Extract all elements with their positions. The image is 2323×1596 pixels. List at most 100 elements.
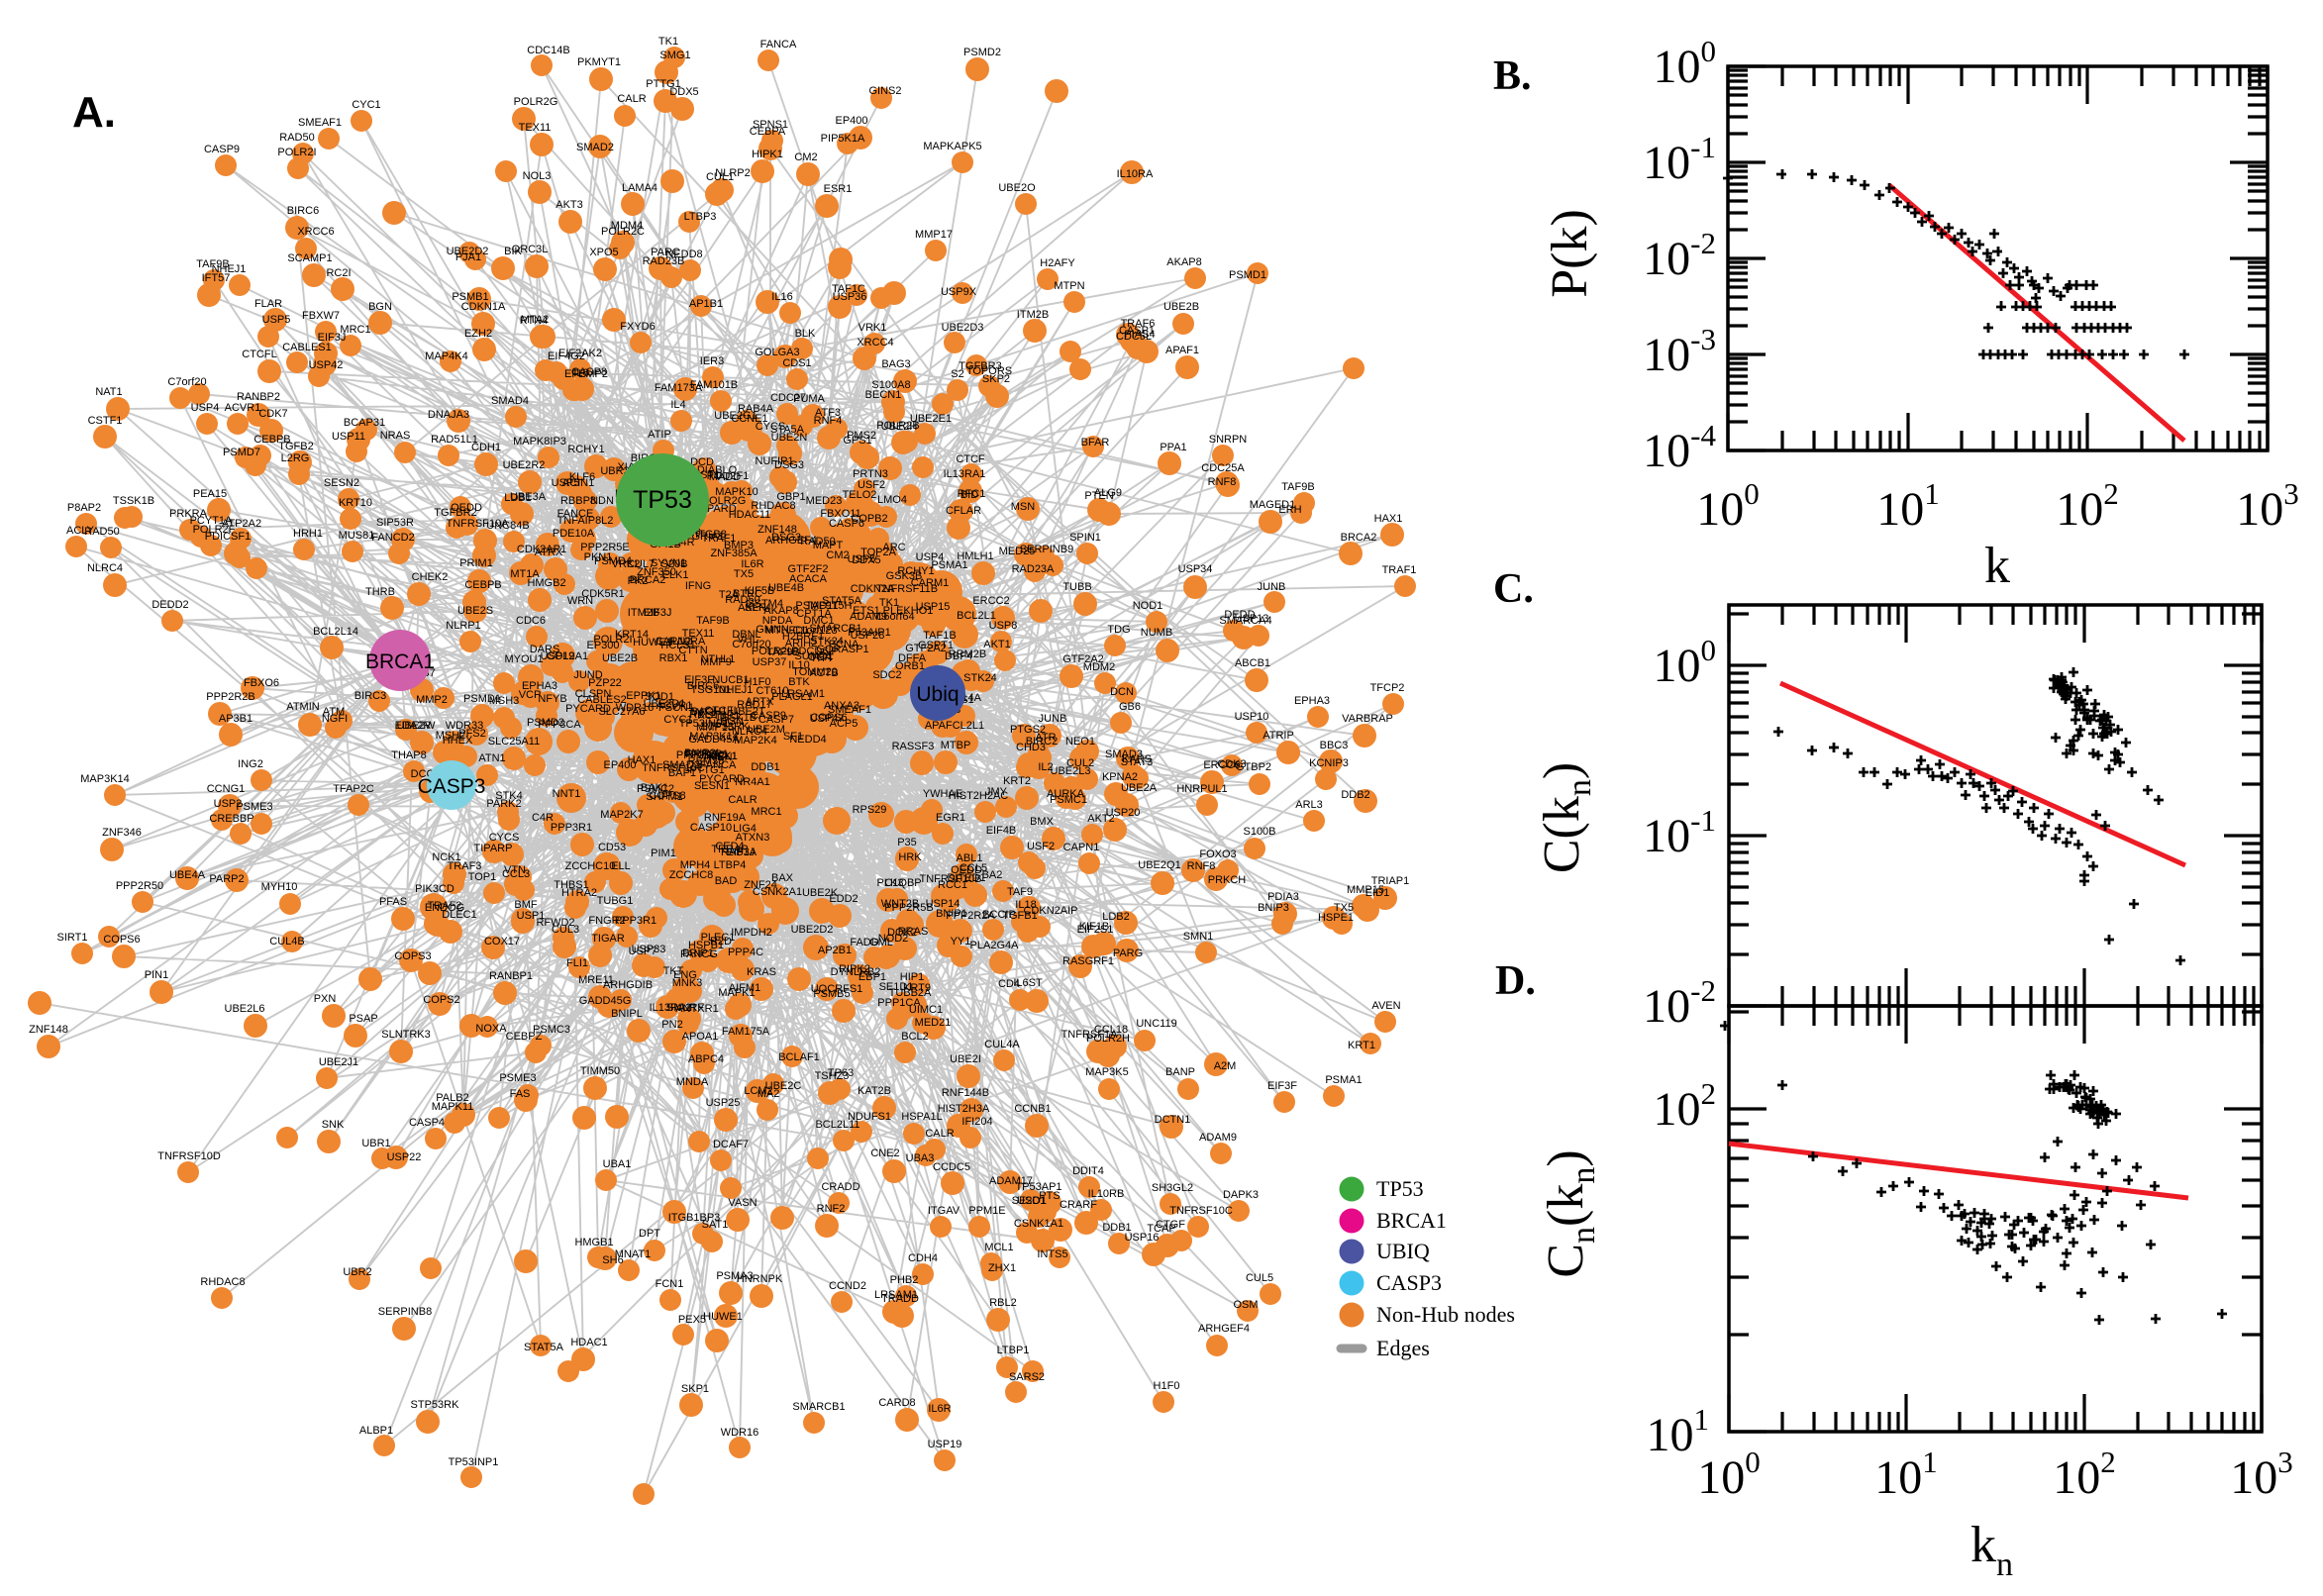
svg-text:SARS2: SARS2 xyxy=(1009,1371,1045,1383)
svg-text:HRH1: HRH1 xyxy=(293,528,323,540)
svg-text:MMP15: MMP15 xyxy=(696,722,734,734)
svg-text:IL13RA1: IL13RA1 xyxy=(944,468,986,480)
svg-text:SERPINB9: SERPINB9 xyxy=(1020,544,1073,555)
svg-text:USP9X: USP9X xyxy=(941,286,977,298)
svg-text:EP400: EP400 xyxy=(835,115,867,127)
svg-text:USP19: USP19 xyxy=(541,650,575,662)
svg-text:COX17: COX17 xyxy=(484,936,520,948)
svg-text:BANP: BANP xyxy=(1165,1066,1195,1078)
svg-text:EP400: EP400 xyxy=(603,759,636,771)
svg-text:SYVN1: SYVN1 xyxy=(651,557,686,569)
svg-text:SKP1: SKP1 xyxy=(681,1383,709,1395)
svg-text:PKN1: PKN1 xyxy=(584,551,613,563)
svg-text:UBE2D2: UBE2D2 xyxy=(791,924,834,936)
svg-text:CASP4: CASP4 xyxy=(409,1117,445,1129)
svg-text:PRIM1: PRIM1 xyxy=(459,557,493,569)
svg-text:CASP3: CASP3 xyxy=(418,775,486,798)
svg-text:UBR2: UBR2 xyxy=(343,1266,371,1278)
svg-text:NHEJ1: NHEJ1 xyxy=(719,684,754,696)
svg-text:YWHAE: YWHAE xyxy=(923,788,962,800)
svg-text:DNAJA3: DNAJA3 xyxy=(428,409,469,421)
svg-text:TCAP: TCAP xyxy=(1147,1223,1175,1235)
svg-text:NHEJ1: NHEJ1 xyxy=(212,263,247,275)
svg-text:USP19: USP19 xyxy=(928,1439,962,1450)
svg-text:PUMA: PUMA xyxy=(793,393,825,405)
svg-text:AP3B1: AP3B1 xyxy=(219,713,252,725)
svg-text:BRIP1: BRIP1 xyxy=(682,948,714,959)
svg-text:SHFM1: SHFM1 xyxy=(646,791,682,803)
svg-text:C.: C. xyxy=(1493,566,1534,612)
svg-text:IL10RA: IL10RA xyxy=(669,636,706,648)
svg-text:TNFRSF1A: TNFRSF1A xyxy=(1061,1029,1119,1041)
svg-text:HSPE1: HSPE1 xyxy=(1318,912,1354,924)
svg-text:S100B: S100B xyxy=(1243,826,1275,838)
svg-text:POU2F1: POU2F1 xyxy=(707,470,750,482)
svg-text:PPP1CA: PPP1CA xyxy=(877,997,921,1009)
svg-text:LMO4: LMO4 xyxy=(877,494,907,506)
svg-text:CSTF1: CSTF1 xyxy=(88,415,123,427)
svg-text:PSAP: PSAP xyxy=(349,1013,377,1025)
svg-text:RNF8: RNF8 xyxy=(1208,476,1237,488)
svg-text:DLEC1: DLEC1 xyxy=(442,909,476,921)
svg-text:CAPN2: CAPN2 xyxy=(656,636,692,648)
svg-text:HIPK1: HIPK1 xyxy=(752,149,783,160)
svg-text:UBE2Q1: UBE2Q1 xyxy=(1138,859,1180,871)
svg-text:GTF2A2: GTF2A2 xyxy=(905,643,947,654)
svg-text:NUCB1: NUCB1 xyxy=(712,674,749,686)
svg-text:TOP2A: TOP2A xyxy=(860,547,897,558)
svg-text:CNE2: CNE2 xyxy=(870,1147,899,1159)
svg-text:RFC1: RFC1 xyxy=(958,488,986,500)
svg-text:USP10: USP10 xyxy=(1235,711,1269,723)
svg-text:INTS5: INTS5 xyxy=(1037,1248,1067,1260)
svg-text:STA5A: STA5A xyxy=(770,424,805,436)
svg-text:EGR1: EGR1 xyxy=(936,812,965,824)
svg-text:FBXW7: FBXW7 xyxy=(302,310,340,322)
svg-text:BLK: BLK xyxy=(795,328,816,340)
svg-text:RAD23B: RAD23B xyxy=(643,255,685,267)
svg-text:BCL2L14: BCL2L14 xyxy=(313,626,358,638)
svg-text:AKAP8: AKAP8 xyxy=(1166,256,1201,268)
svg-text:USP5: USP5 xyxy=(552,477,580,489)
svg-text:MDM2: MDM2 xyxy=(1083,661,1115,673)
svg-text:P53AIP1: P53AIP1 xyxy=(848,627,890,639)
svg-text:ELK1: ELK1 xyxy=(662,569,689,581)
svg-text:CPT1A: CPT1A xyxy=(796,608,832,620)
svg-text:TAF9B: TAF9B xyxy=(766,647,799,658)
svg-text:PPP2R50: PPP2R50 xyxy=(116,880,163,892)
svg-text:ZNF148: ZNF148 xyxy=(29,1024,68,1036)
svg-text:HSPB1: HSPB1 xyxy=(688,940,724,951)
svg-text:KCNIP3: KCNIP3 xyxy=(1309,757,1349,769)
svg-text:EIF4G2: EIF4G2 xyxy=(548,350,585,362)
svg-text:USP7: USP7 xyxy=(629,946,657,957)
svg-text:EDD2: EDD2 xyxy=(829,893,858,905)
svg-text:TNFRSF10C: TNFRSF10C xyxy=(1169,1205,1233,1217)
svg-text:TP53INP1: TP53INP1 xyxy=(679,718,730,730)
svg-text:UBE2T: UBE2T xyxy=(730,706,765,718)
svg-text:AVEN: AVEN xyxy=(703,751,732,763)
svg-text:AKT1: AKT1 xyxy=(983,639,1011,650)
svg-text:CCND2: CCND2 xyxy=(829,1280,866,1292)
svg-text:TFAP2C: TFAP2C xyxy=(333,783,374,795)
svg-text:DDB1: DDB1 xyxy=(1102,1222,1131,1234)
svg-text:LDB2: LDB2 xyxy=(1102,911,1130,923)
svg-text:RAB1A: RAB1A xyxy=(721,847,758,858)
svg-text:PIK3CD: PIK3CD xyxy=(415,883,454,895)
svg-text:RHDAC8: RHDAC8 xyxy=(751,500,795,512)
svg-text:TNFAIP8L2: TNFAIP8L2 xyxy=(557,515,614,527)
svg-text:JUNB: JUNB xyxy=(1258,581,1286,593)
svg-text:GTBP2: GTBP2 xyxy=(1236,761,1271,773)
svg-text:SUMO1: SUMO1 xyxy=(794,650,833,662)
svg-text:BRCA2: BRCA2 xyxy=(1341,532,1377,544)
svg-text:MCL1: MCL1 xyxy=(984,1242,1013,1253)
svg-text:UBR1: UBR1 xyxy=(361,1138,390,1149)
svg-text:C1QBP: C1QBP xyxy=(884,877,921,889)
svg-text:DAPK3: DAPK3 xyxy=(1223,1189,1259,1201)
svg-text:UBE2W: UBE2W xyxy=(396,720,436,732)
svg-text:TUBB2A: TUBB2A xyxy=(889,987,932,999)
svg-text:IL6ST: IL6ST xyxy=(1013,977,1043,989)
svg-text:PDIA3: PDIA3 xyxy=(1267,891,1299,903)
svg-text:SNRPN: SNRPN xyxy=(1209,434,1248,446)
svg-text:CDC5L: CDC5L xyxy=(1116,331,1152,343)
svg-text:RIPK1: RIPK1 xyxy=(706,750,738,762)
svg-text:FLI1: FLI1 xyxy=(566,957,588,969)
